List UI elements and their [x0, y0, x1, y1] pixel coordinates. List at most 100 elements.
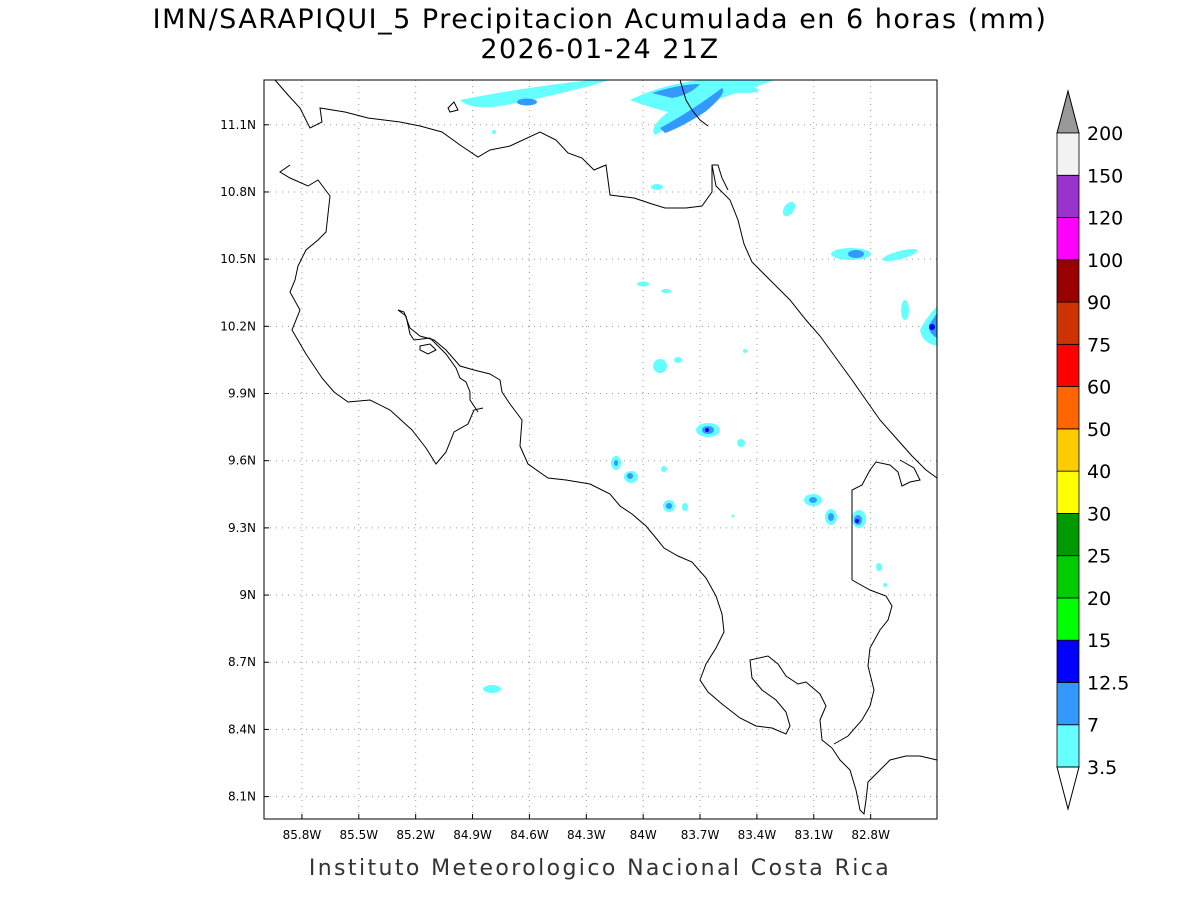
lon-tick-label: 85.5W — [339, 828, 378, 842]
lat-tick-label: 10.5N — [220, 252, 256, 266]
map-valid-time: 2026-01-24 21Z — [480, 34, 720, 65]
precip-area — [492, 130, 496, 134]
colorbar-label: 30 — [1087, 503, 1111, 525]
precip-area — [883, 583, 887, 587]
colorbar: 3.5 7 12.5 15 20 25 30 40 50 60 75 90 100 120 150 200 — [1056, 89, 1129, 811]
colorbar-label: 40 — [1087, 461, 1111, 483]
colorbar-label: 7 — [1087, 715, 1099, 737]
lat-tick-label: 9N — [239, 588, 256, 602]
precipitation-shading — [460, 80, 937, 693]
colorbar-label: 20 — [1087, 588, 1111, 610]
colorbar-label: 3.5 — [1087, 757, 1117, 779]
precip-area — [674, 357, 682, 363]
precip-area — [460, 80, 610, 108]
lat-lon-grid — [264, 80, 937, 819]
lon-tick-label: 84.3W — [567, 828, 606, 842]
colorbar-segment — [1056, 428, 1080, 472]
colorbar-label: 150 — [1087, 165, 1123, 187]
colorbar-segment — [1056, 470, 1080, 514]
precip-area — [653, 359, 667, 373]
colorbar-segment — [1056, 682, 1080, 726]
precip-area — [876, 563, 882, 571]
coastline-borders — [274, 79, 938, 816]
lat-tick-label: 10.2N — [220, 319, 256, 333]
island — [419, 343, 437, 355]
precip-area — [660, 88, 724, 133]
precip-area — [920, 306, 937, 346]
nicaragua-border — [274, 79, 729, 209]
longitude-axis: 85.8W 85.5W 85.2W 84.9W 84.6W 84.3W 84W 83.7W 83… — [283, 814, 890, 842]
map-title: IMN/SARAPIQUI_5 Precipitacion Acumulada … — [152, 4, 1048, 35]
precip-area — [929, 324, 935, 330]
precip-area — [517, 98, 537, 106]
colorbar-label: 100 — [1087, 250, 1123, 272]
lat-tick-label: 10.8N — [220, 185, 256, 199]
colorbar-label: 25 — [1087, 546, 1111, 568]
precip-area — [627, 473, 633, 479]
lon-tick-label: 82.8W — [851, 828, 890, 842]
colorbar-label: 120 — [1087, 208, 1123, 230]
latitude-axis: 11.1N 10.8N 10.5N 10.2N 9.9N 9.6N 9.3N 9N 8.7N 8.… — [220, 118, 269, 804]
lon-tick-label: 84.6W — [510, 828, 549, 842]
precip-area — [682, 503, 688, 511]
colorbar-segment — [1056, 555, 1080, 599]
colorbar-segment — [1056, 724, 1080, 768]
colorbar-label: 75 — [1087, 334, 1111, 356]
precip-area — [809, 497, 817, 503]
precip-area — [661, 289, 671, 293]
colorbar-segment — [1056, 132, 1080, 176]
precip-area — [855, 519, 859, 523]
lat-tick-label: 8.7N — [228, 655, 256, 669]
colorbar-segment — [1056, 259, 1080, 303]
lon-tick-label: 85.2W — [396, 828, 435, 842]
lat-tick-label: 9.9N — [228, 387, 256, 401]
colorbar-label: 90 — [1087, 292, 1111, 314]
lon-tick-label: 84W — [630, 828, 657, 842]
colorbar-segment — [1056, 217, 1080, 261]
precip-area — [731, 514, 735, 518]
precip-area — [731, 87, 759, 93]
precip-area — [882, 248, 918, 262]
lat-tick-label: 9.6N — [228, 454, 256, 468]
colorbar-label: 15 — [1087, 630, 1111, 652]
colorbar-under-triangle — [1056, 766, 1080, 811]
caribbean-coast — [711, 164, 938, 479]
colorbar-segment — [1056, 343, 1080, 388]
colorbar-segment — [1056, 386, 1080, 430]
colorbar-label: 60 — [1087, 377, 1111, 399]
osa-to-border — [831, 747, 938, 816]
colorbar-segment — [1056, 513, 1080, 557]
precip-area — [848, 250, 864, 258]
northern-coast-tip — [679, 79, 709, 127]
colorbar-segment — [1056, 174, 1080, 218]
precip-area — [743, 349, 747, 353]
precip-area — [661, 466, 667, 472]
lat-tick-label: 11.1N — [220, 118, 256, 132]
precip-area — [666, 503, 672, 509]
nicoya-inner — [397, 309, 833, 749]
colorbar-label: 12.5 — [1087, 672, 1129, 694]
colorbar-segment — [1056, 597, 1080, 641]
north-island — [447, 101, 459, 113]
precip-area — [901, 300, 909, 320]
nicaragua-pacific-coast — [279, 164, 484, 465]
precip-area — [705, 428, 709, 432]
lon-tick-label: 83.1W — [794, 828, 833, 842]
precip-area — [651, 184, 663, 190]
precip-area — [828, 513, 834, 521]
lon-tick-label: 83.4W — [738, 828, 777, 842]
colorbar-label: 50 — [1087, 419, 1111, 441]
footer-credit: Instituto Meteorologico Nacional Costa R… — [308, 856, 892, 881]
map-frame — [263, 79, 938, 820]
lat-tick-label: 9.3N — [228, 521, 256, 535]
precip-area — [483, 685, 501, 693]
lon-tick-label: 84.9W — [453, 828, 492, 842]
precip-area — [782, 201, 796, 217]
lon-tick-label: 85.8W — [283, 828, 322, 842]
colorbar-segment — [1056, 639, 1080, 683]
lat-tick-label: 8.1N — [228, 790, 256, 804]
precip-area — [614, 460, 618, 466]
panama-coast — [833, 579, 893, 745]
precip-area — [652, 84, 700, 98]
